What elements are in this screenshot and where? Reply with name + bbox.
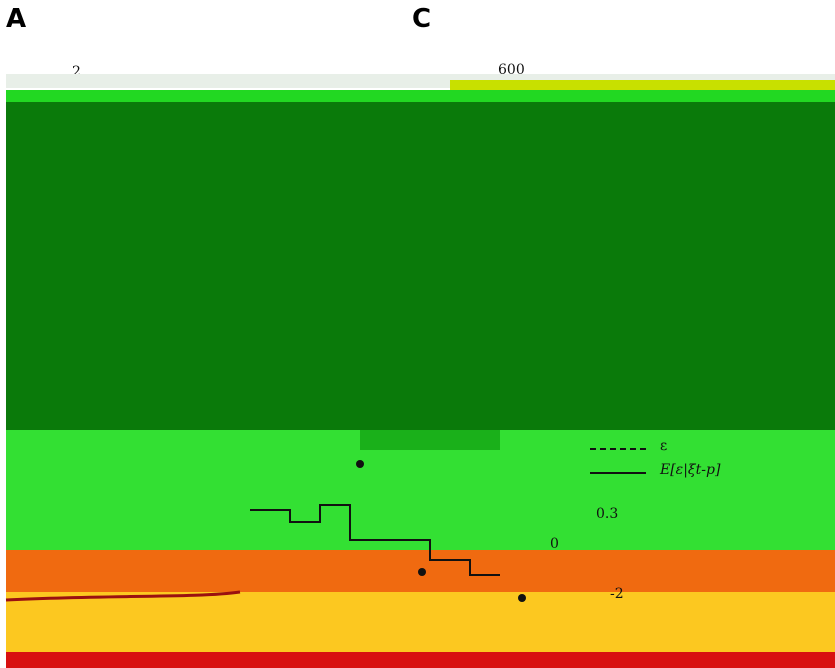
overlay	[0, 0, 835, 668]
point	[418, 568, 426, 576]
curve	[6, 592, 240, 600]
point	[356, 460, 364, 468]
figure: A C 2 600 ε E[ε|ξt-p] 0.3 0 -2	[0, 0, 835, 668]
point	[518, 594, 526, 602]
step-line	[250, 505, 500, 575]
